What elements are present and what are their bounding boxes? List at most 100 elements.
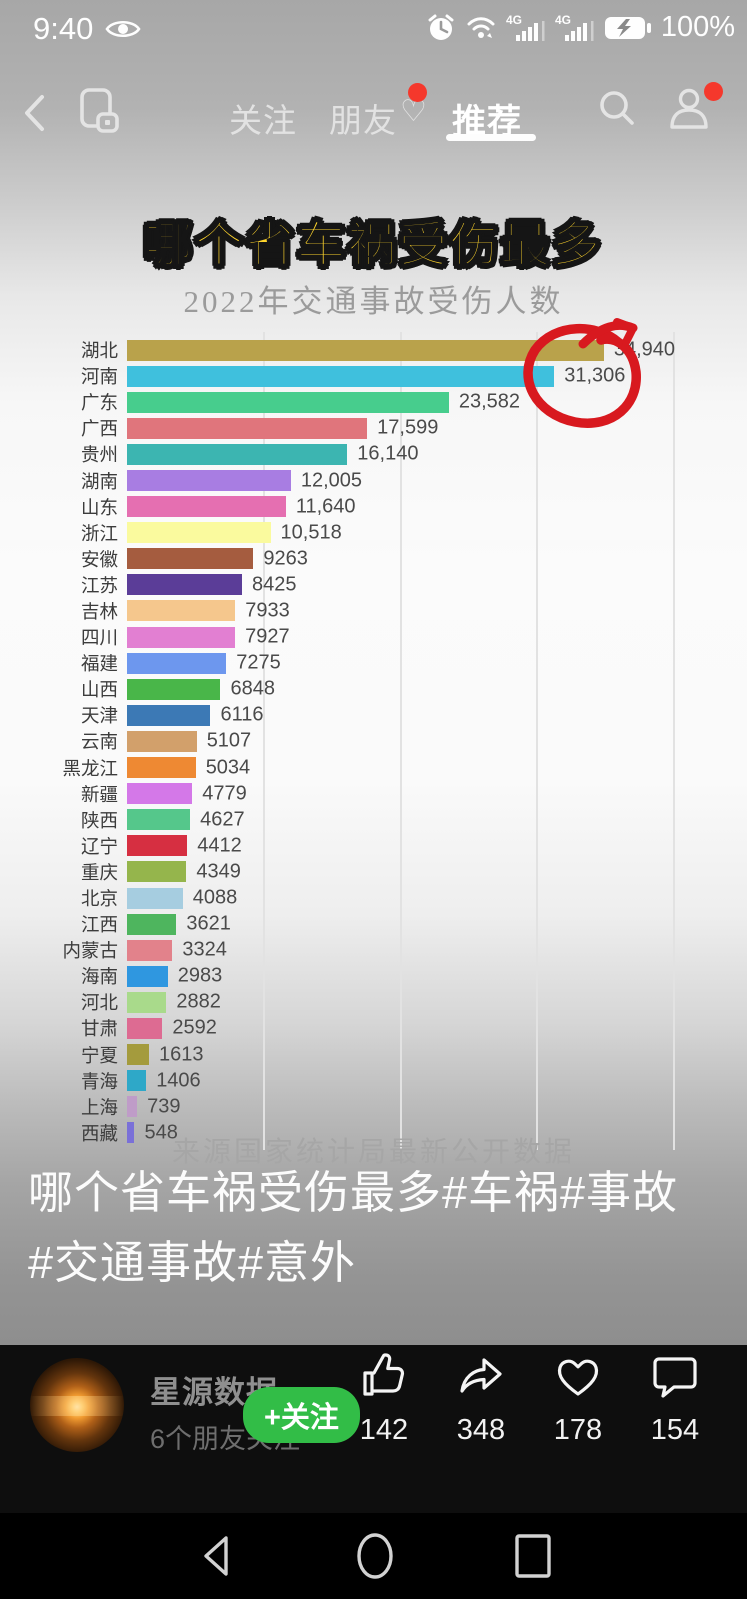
bar-value-label: 4779 xyxy=(202,782,247,805)
signal-4g-icon-1: 4G xyxy=(506,13,546,43)
bar-value-label: 12,005 xyxy=(300,469,362,492)
chart-source: 来源国家统计局最新公开数据 xyxy=(171,1137,575,1168)
android-recents-button[interactable] xyxy=(508,1530,558,1587)
bar-track: 6848 xyxy=(127,678,692,700)
province-bar xyxy=(127,391,449,413)
province-label: 辽宁 xyxy=(80,835,118,857)
bar-track: 17,599 xyxy=(127,416,692,439)
bar-track: 7927 xyxy=(127,625,692,648)
bar-track: 2983 xyxy=(127,964,692,987)
chart-row: 山东 11,640 xyxy=(30,494,692,520)
comment-button[interactable]: 154 xyxy=(643,1353,707,1447)
search-icon[interactable] xyxy=(597,88,637,133)
battery-icon xyxy=(604,15,652,41)
province-bar xyxy=(127,1044,149,1066)
bar-track: 11,640 xyxy=(127,495,692,518)
province-bar xyxy=(127,704,211,726)
chart-row: 山西 6848 xyxy=(30,676,692,702)
chart-row: 上海 739 xyxy=(30,1094,692,1120)
like-count: 142 xyxy=(359,1414,409,1446)
like-button[interactable]: 142 xyxy=(352,1353,416,1447)
province-label: 贵州 xyxy=(80,444,118,466)
chart-row: 海南 2983 xyxy=(30,963,692,989)
share-button[interactable]: 348 xyxy=(449,1353,513,1447)
province-label: 河北 xyxy=(80,992,118,1014)
android-back-button[interactable] xyxy=(193,1530,243,1587)
chart-row: 浙江 10,518 xyxy=(30,520,692,546)
favorite-button[interactable]: 178 xyxy=(546,1353,610,1447)
chart-row: 内蒙古 3324 xyxy=(30,937,692,963)
bar-track: 23,582 xyxy=(127,391,692,413)
bar-value-label: 4412 xyxy=(197,834,242,857)
chart-row: 天津 6116 xyxy=(30,702,692,728)
province-label: 上海 xyxy=(80,1096,118,1118)
province-bar xyxy=(127,1070,147,1092)
bar-track: 3324 xyxy=(127,938,692,961)
bar-track: 4088 xyxy=(127,886,692,909)
status-bar: 9:40 4G 4G xyxy=(0,0,747,60)
top-nav: 关注 朋友 ♡ 推荐 xyxy=(0,78,747,150)
comment-count: 154 xyxy=(650,1414,700,1446)
province-label: 河南 xyxy=(80,366,118,388)
bar-value-label: 2983 xyxy=(177,964,223,987)
video-feed[interactable]: 9:40 4G 4G xyxy=(0,0,747,1345)
clock-time: 9:40 xyxy=(33,11,94,46)
bar-track: 1406 xyxy=(127,1069,692,1092)
chart-row: 江西 3621 xyxy=(30,911,692,937)
province-label: 四川 xyxy=(80,627,118,649)
bar-value-label: 16,140 xyxy=(357,442,419,465)
bar-value-label: 3324 xyxy=(182,938,227,961)
battery-percent: 100% xyxy=(660,11,735,43)
chart-gridlines xyxy=(127,332,692,1150)
bar-value-label: 4088 xyxy=(192,886,238,909)
chart-row: 辽宁 4412 xyxy=(30,833,692,859)
red-circle-annotation xyxy=(513,316,653,443)
chart-row: 广西 17,599 xyxy=(30,415,692,441)
bar-value-label: 3621 xyxy=(186,912,231,935)
province-label: 新疆 xyxy=(80,783,118,805)
video-caption[interactable]: 哪个省车祸受伤最多#车祸#事故#交通事故#意外 xyxy=(28,1167,679,1288)
profile-icon[interactable] xyxy=(668,86,710,135)
chart-row: 江苏 8425 xyxy=(30,572,692,598)
province-bar xyxy=(127,600,236,622)
android-nav-bar xyxy=(0,1513,747,1599)
bar-value-label: 7927 xyxy=(245,625,290,648)
bar-value-label: 1406 xyxy=(156,1069,201,1092)
bar-track: 548 xyxy=(127,1121,692,1144)
chart-row: 广东 23,582 xyxy=(30,389,692,415)
tab-follow[interactable]: 关注 xyxy=(229,102,297,139)
province-bar xyxy=(127,574,242,596)
bar-track: 9263 xyxy=(127,547,692,570)
creator-avatar[interactable] xyxy=(30,1358,124,1452)
bar-value-label: 7275 xyxy=(236,651,281,674)
province-label: 山东 xyxy=(80,496,118,518)
bar-chart: 湖北 34,940 河南 31,306 广东 23,582 广西 17,599 … xyxy=(30,332,692,1150)
province-bar xyxy=(127,913,177,935)
province-label: 青海 xyxy=(80,1070,118,1092)
province-label: 湖南 xyxy=(80,470,118,492)
multi-window-icon[interactable] xyxy=(76,86,122,143)
bar-value-label: 17,599 xyxy=(377,416,439,439)
bar-track: 8425 xyxy=(127,573,692,596)
chart-row: 河南 31,306 xyxy=(30,363,692,389)
province-label: 江苏 xyxy=(80,574,118,596)
share-arrow-icon xyxy=(457,1353,505,1406)
province-label: 云南 xyxy=(80,731,118,753)
province-bar xyxy=(127,365,555,387)
bar-track: 7275 xyxy=(127,651,692,674)
bar-track: 5034 xyxy=(127,756,692,779)
bar-value-label: 7933 xyxy=(245,599,290,622)
video-headline: 哪个省车祸受伤最多 xyxy=(143,218,603,273)
engagement-bar: 星源数据 6个朋友关注 +关注 142 348 178 xyxy=(0,1345,747,1513)
bar-value-label: 9263 xyxy=(263,547,308,570)
bar-value-label: 2592 xyxy=(172,1016,217,1039)
android-home-button[interactable] xyxy=(350,1530,400,1587)
province-bar xyxy=(127,887,183,909)
bar-value-label: 4627 xyxy=(200,808,245,831)
share-count: 348 xyxy=(456,1414,506,1446)
back-icon[interactable] xyxy=(20,92,48,139)
bar-track: 12,005 xyxy=(127,469,692,492)
bar-track: 7933 xyxy=(127,599,692,622)
follow-button[interactable]: +关注 xyxy=(243,1387,360,1443)
chart-rows: 湖北 34,940 河南 31,306 广东 23,582 广西 17,599 … xyxy=(30,337,692,1146)
